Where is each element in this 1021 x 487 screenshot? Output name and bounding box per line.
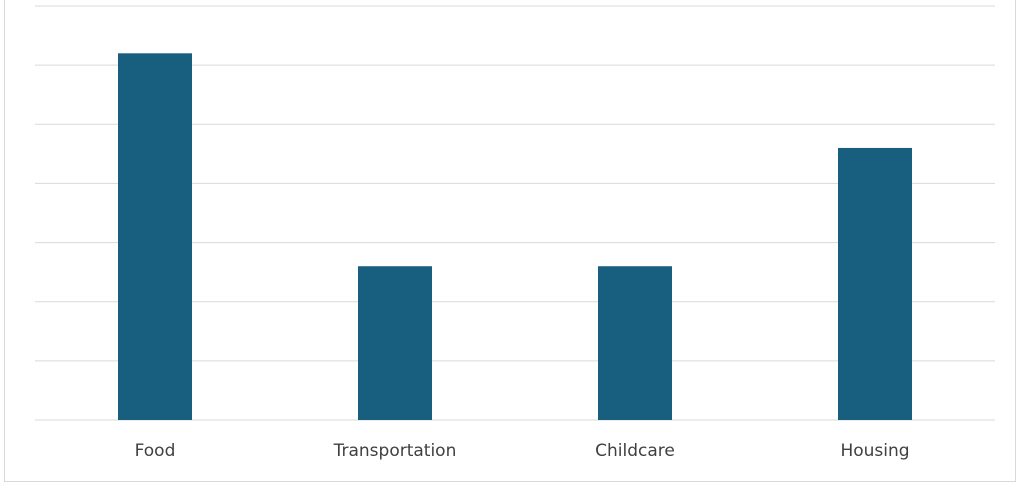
bar-chart: Food Transportation Childcare Housing: [35, 5, 995, 461]
x-tick-label-transportation: Transportation: [333, 441, 457, 461]
category-labels: Food Transportation Childcare Housing: [135, 441, 910, 461]
gridlines: [35, 5, 995, 421]
bars: [118, 53, 912, 421]
bar-food: [118, 53, 192, 421]
bar-housing: [838, 147, 912, 420]
x-tick-label-food: Food: [135, 441, 176, 461]
x-tick-label-housing: Housing: [840, 441, 909, 461]
chart-frame: Food Transportation Childcare Housing: [4, 0, 1016, 482]
bar-childcare: [598, 266, 672, 420]
bar-transportation: [358, 266, 432, 420]
x-tick-label-childcare: Childcare: [595, 441, 675, 461]
